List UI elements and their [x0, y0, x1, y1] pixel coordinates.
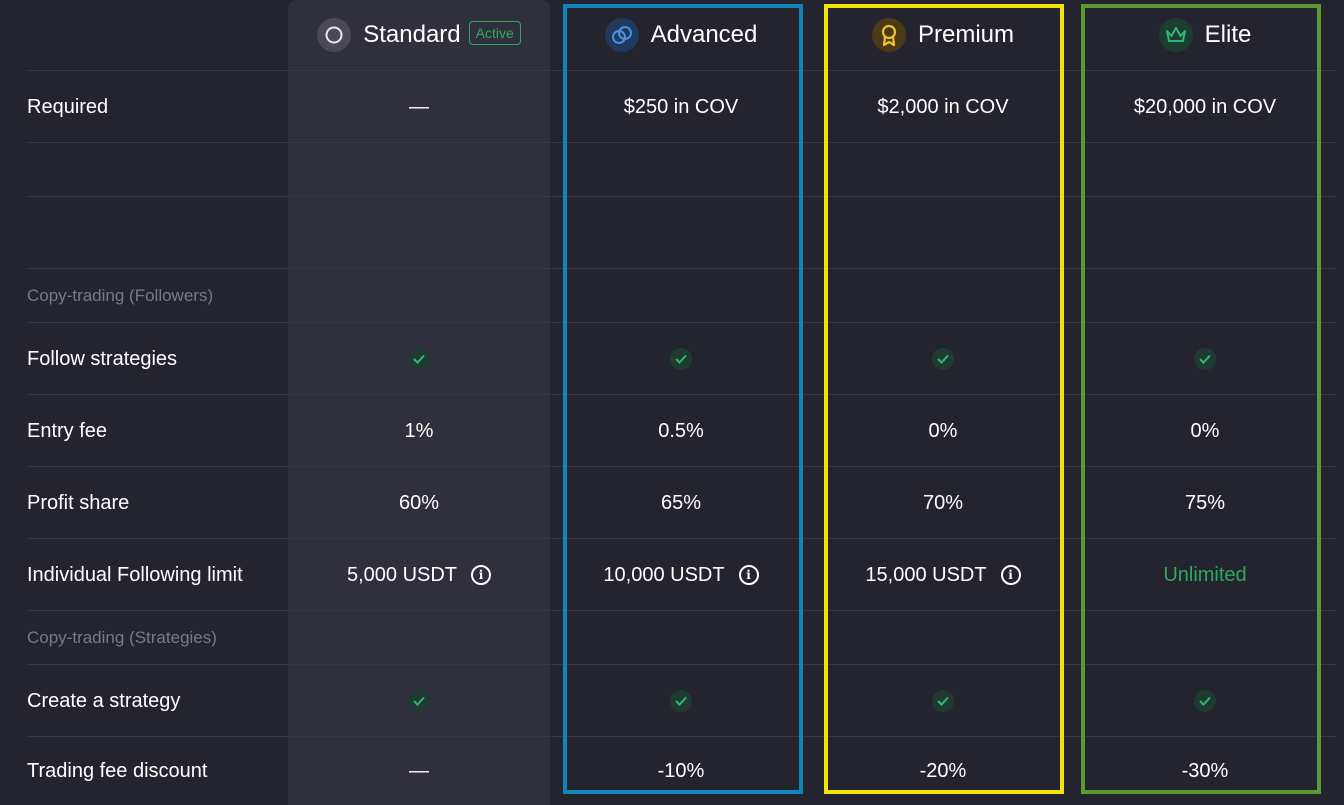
tier-header-row: Standard Active Advanced Premium Elite	[27, 0, 1336, 70]
profit-share-standard: 60%	[398, 491, 440, 514]
create-strategy-premium	[812, 690, 1074, 712]
tier-name: Elite	[1204, 21, 1252, 48]
entry-fee-advanced: 0.5%	[658, 419, 704, 442]
row-label: Follow strategies	[27, 347, 178, 370]
limit-value: 15,000 USDT	[865, 563, 987, 586]
tier-premium-header: Premium	[812, 18, 1074, 52]
section-followers-row: Copy-trading (Followers)	[27, 268, 1336, 323]
entry-fee-standard: 1%	[404, 419, 434, 442]
create-strategy-standard	[288, 690, 550, 712]
check-icon	[932, 348, 954, 370]
info-icon[interactable]: i	[1000, 565, 1021, 585]
create-strategy-elite	[1074, 690, 1336, 712]
check-icon	[1194, 348, 1216, 370]
required-standard: —	[409, 95, 429, 118]
following-limit-premium: 15,000 USDT i	[812, 564, 1074, 587]
row-label: Create a strategy	[27, 689, 181, 712]
row-label: Trading fee discount	[27, 760, 208, 782]
active-badge: Active	[468, 21, 521, 45]
follow-strategies-advanced	[550, 348, 812, 370]
tier-advanced-header: Advanced	[550, 18, 812, 52]
trading-fee-discount-row: Trading fee discount — -10% -20% -30%	[27, 736, 1336, 805]
row-label: Individual Following limit	[27, 563, 243, 586]
required-row: Required — $250 in COV $2,000 in COV $20…	[27, 70, 1336, 143]
entry-fee-row: Entry fee 1% 0.5% 0% 0%	[27, 394, 1336, 467]
profit-share-row: Profit share 60% 65% 70% 75%	[27, 466, 1336, 539]
follow-strategies-standard	[288, 348, 550, 370]
linked-rings-icon	[604, 18, 639, 52]
tier-name: Advanced	[650, 21, 758, 48]
profit-share-elite: 75%	[1184, 491, 1226, 514]
crown-icon	[1158, 18, 1193, 52]
row-label: Entry fee	[27, 419, 108, 442]
following-limit-advanced: 10,000 USDT i	[550, 564, 812, 587]
section-heading: Copy-trading (Followers)	[27, 286, 214, 305]
info-icon[interactable]: i	[738, 565, 759, 585]
row-label: Profit share	[27, 491, 130, 514]
standard-column-highlight	[288, 0, 550, 805]
tier-name: Standard	[363, 21, 461, 48]
discount-advanced: -10%	[657, 760, 705, 782]
required-advanced: $250 in COV	[623, 95, 739, 118]
info-icon[interactable]: i	[471, 565, 492, 585]
limit-value: 5,000 USDT	[346, 563, 458, 586]
tier-elite-header: Elite	[1074, 18, 1336, 52]
limit-value: 10,000 USDT	[603, 563, 725, 586]
entry-fee-elite: 0%	[1190, 419, 1220, 442]
empty-row	[27, 142, 1336, 197]
check-icon	[670, 690, 692, 712]
check-icon	[1194, 690, 1216, 712]
award-medal-icon	[871, 18, 906, 52]
required-premium: $2,000 in COV	[877, 95, 1009, 118]
profit-share-advanced: 65%	[660, 491, 702, 514]
follow-strategies-elite	[1074, 348, 1336, 370]
required-elite: $20,000 in COV	[1133, 95, 1277, 118]
profit-share-premium: 70%	[922, 491, 964, 514]
row-label: Required	[27, 95, 109, 118]
tier-standard-header: Standard Active	[288, 18, 550, 52]
create-strategy-advanced	[550, 690, 812, 712]
section-heading: Copy-trading (Strategies)	[27, 628, 217, 647]
check-icon	[670, 348, 692, 370]
discount-elite: -30%	[1181, 760, 1229, 782]
entry-fee-premium: 0%	[928, 419, 958, 442]
following-limit-row: Individual Following limit 5,000 USDT i …	[27, 538, 1336, 611]
discount-standard: —	[409, 760, 429, 782]
check-icon	[408, 690, 430, 712]
following-limit-standard: 5,000 USDT i	[288, 564, 550, 587]
circle-icon	[317, 18, 352, 52]
follow-strategies-premium	[812, 348, 1074, 370]
section-strategies-row: Copy-trading (Strategies)	[27, 610, 1336, 665]
check-icon	[932, 690, 954, 712]
following-limit-elite: Unlimited	[1074, 564, 1336, 587]
follow-strategies-row: Follow strategies	[27, 322, 1336, 395]
empty-row	[27, 196, 1336, 269]
limit-value: Unlimited	[1163, 563, 1247, 586]
check-icon	[408, 348, 430, 370]
create-strategy-row: Create a strategy	[27, 664, 1336, 737]
tier-name: Premium	[917, 21, 1014, 48]
discount-premium: -20%	[919, 760, 967, 782]
